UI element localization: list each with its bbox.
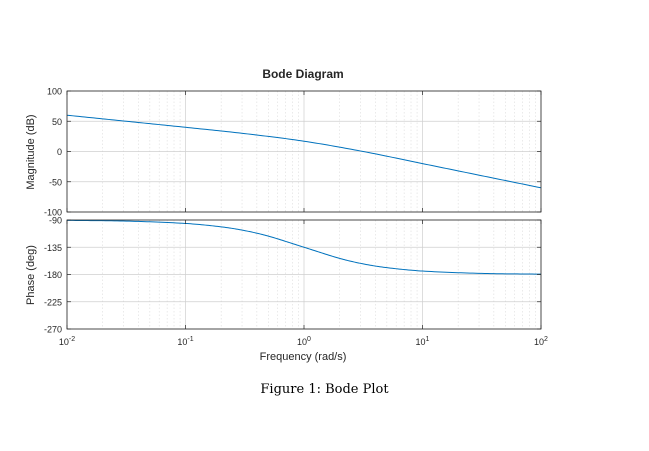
- y-tick-label: -270: [44, 325, 62, 335]
- y-axis-label-phase: Phase (deg): [25, 245, 37, 305]
- bode-chart: Bode Diagram Frequency (rad/s) Magnitude…: [25, 67, 548, 363]
- y-tick-label: -180: [44, 270, 62, 280]
- y-tick-label: -135: [44, 243, 62, 253]
- plot-frame: [66, 90, 542, 213]
- y-tick-label: -225: [44, 297, 62, 307]
- x-tick-label: 102: [534, 336, 548, 347]
- plot-frame: [66, 219, 542, 330]
- y-tick-label: 0: [57, 147, 62, 157]
- x-axis-label: Frequency (rad/s): [260, 351, 347, 363]
- y-tick-label: -50: [49, 177, 62, 187]
- y-tick-label: 50: [52, 117, 62, 127]
- y-axis-label-magnitude: Magnitude (dB): [25, 114, 37, 189]
- magnitude-series-line: [66, 114, 542, 189]
- y-tick-label: 100: [47, 87, 62, 97]
- x-tick-label: 10-1: [177, 336, 193, 347]
- x-tick-label: 100: [297, 336, 311, 347]
- y-tick-label: -100: [44, 208, 62, 218]
- chart-title: Bode Diagram: [262, 67, 343, 81]
- figure-caption: Figure 1: Bode Plot: [260, 382, 389, 397]
- x-tick-label: 10-2: [59, 336, 75, 347]
- x-tick-label: 101: [416, 336, 430, 347]
- y-tick-label: -90: [49, 216, 62, 226]
